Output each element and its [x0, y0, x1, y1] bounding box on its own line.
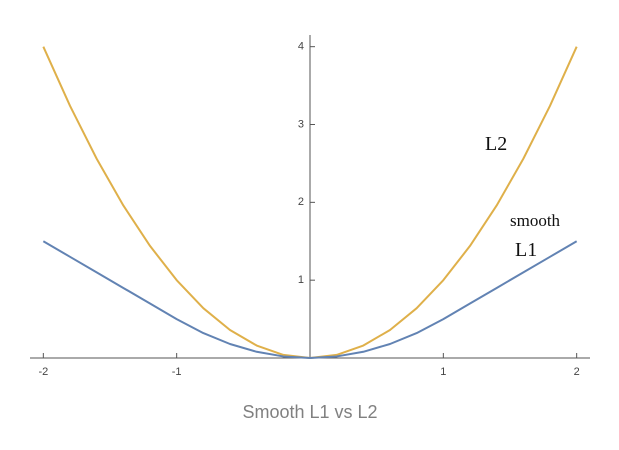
annotation: L1: [515, 239, 537, 261]
annotation: smooth: [510, 211, 561, 230]
y-tick-label: 3: [298, 118, 304, 130]
y-tick-label: 2: [298, 196, 304, 208]
x-tick-label: 1: [440, 366, 446, 378]
y-tick-label: 4: [298, 41, 304, 53]
annotation: L2: [485, 133, 507, 155]
y-tick-label: 1: [298, 274, 304, 286]
x-tick-label: 2: [574, 366, 580, 378]
x-tick-label: -2: [38, 366, 48, 378]
line-series: [42, 240, 578, 359]
chart-title: Smooth L1 vs L2: [242, 402, 377, 422]
x-tick-label: -1: [172, 366, 182, 378]
